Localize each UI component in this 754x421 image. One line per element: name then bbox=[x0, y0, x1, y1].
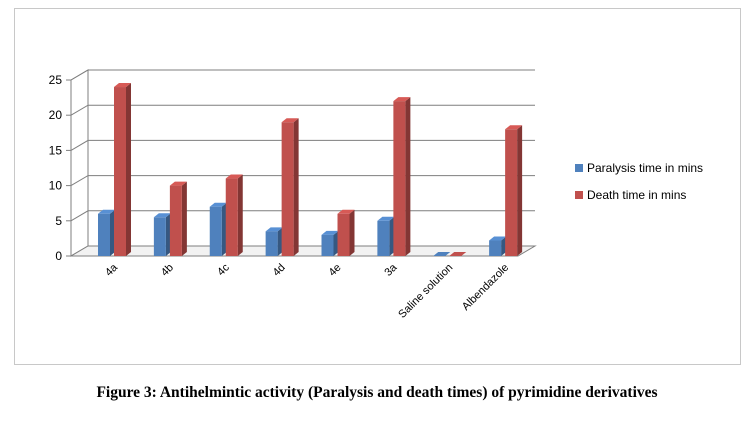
x-tick-label: 4b bbox=[159, 262, 176, 279]
bar bbox=[449, 252, 467, 256]
bar-side bbox=[221, 202, 227, 256]
y-tick-label: 15 bbox=[49, 143, 63, 157]
x-tick-label: 3a bbox=[382, 261, 400, 279]
bar bbox=[433, 252, 451, 256]
bar-side bbox=[517, 125, 523, 256]
bar bbox=[281, 122, 294, 257]
bar-side bbox=[293, 118, 299, 257]
bar-top bbox=[337, 209, 355, 214]
gridline bbox=[70, 210, 535, 222]
bar-side bbox=[333, 230, 339, 256]
x-tick-label: Albendazole bbox=[460, 262, 511, 313]
y-tick-label: 20 bbox=[49, 108, 63, 122]
figure-caption: Figure 3: Antihelmintic activity (Paraly… bbox=[96, 384, 658, 401]
bar-side bbox=[405, 97, 411, 257]
bar bbox=[505, 129, 518, 256]
floor bbox=[69, 245, 537, 257]
x-tick-label: Saline solution bbox=[396, 262, 455, 321]
bar bbox=[489, 240, 502, 256]
y-tick-label: 25 bbox=[49, 73, 63, 87]
bar-side bbox=[165, 213, 171, 256]
bar-side bbox=[501, 236, 507, 256]
bar-top bbox=[265, 227, 283, 232]
bar-top bbox=[153, 213, 171, 218]
bar bbox=[377, 220, 390, 256]
bar bbox=[265, 231, 278, 256]
y-tick-label: 10 bbox=[49, 179, 63, 193]
bar-top bbox=[98, 209, 115, 214]
bar-top bbox=[209, 202, 227, 207]
bar-top bbox=[377, 216, 395, 221]
bar bbox=[337, 213, 350, 256]
gridline bbox=[70, 69, 535, 81]
bar-top bbox=[321, 230, 339, 235]
bar bbox=[209, 206, 222, 256]
x-tick-label: 4e bbox=[326, 262, 343, 279]
chart-frame bbox=[14, 8, 741, 365]
bar-side bbox=[181, 181, 187, 256]
bar-top bbox=[489, 236, 507, 241]
bar-top bbox=[225, 174, 243, 179]
gridline bbox=[70, 104, 535, 116]
y-tick-label: 0 bbox=[55, 249, 62, 263]
gridline bbox=[70, 175, 535, 187]
x-tick-label: 4d bbox=[271, 262, 288, 279]
bar-top bbox=[281, 118, 299, 123]
bar bbox=[98, 213, 110, 256]
x-tick-label: 4c bbox=[215, 261, 232, 278]
bar-top bbox=[393, 97, 411, 102]
bar bbox=[114, 87, 126, 256]
bar-side bbox=[126, 83, 131, 256]
x-tick-label: 4a bbox=[103, 261, 121, 279]
legend-swatch bbox=[575, 164, 583, 172]
bar-side bbox=[110, 209, 115, 256]
gridline bbox=[70, 139, 535, 151]
bar-top bbox=[114, 83, 131, 88]
bar bbox=[225, 178, 238, 256]
bar bbox=[393, 101, 406, 257]
bar-side bbox=[349, 209, 355, 256]
bar bbox=[321, 234, 334, 256]
bar-side bbox=[389, 216, 395, 256]
legend-swatch bbox=[575, 191, 583, 199]
legend-label: Paralysis time in mins bbox=[587, 161, 703, 175]
bar bbox=[153, 217, 166, 256]
legend-label: Death time in mins bbox=[587, 188, 686, 202]
bar-side bbox=[237, 174, 243, 256]
bar-top bbox=[505, 125, 523, 130]
bar-top bbox=[169, 181, 187, 186]
side-wall bbox=[70, 69, 89, 257]
bar-side bbox=[277, 227, 283, 256]
y-tick-label: 5 bbox=[55, 214, 62, 228]
bar bbox=[169, 185, 182, 256]
